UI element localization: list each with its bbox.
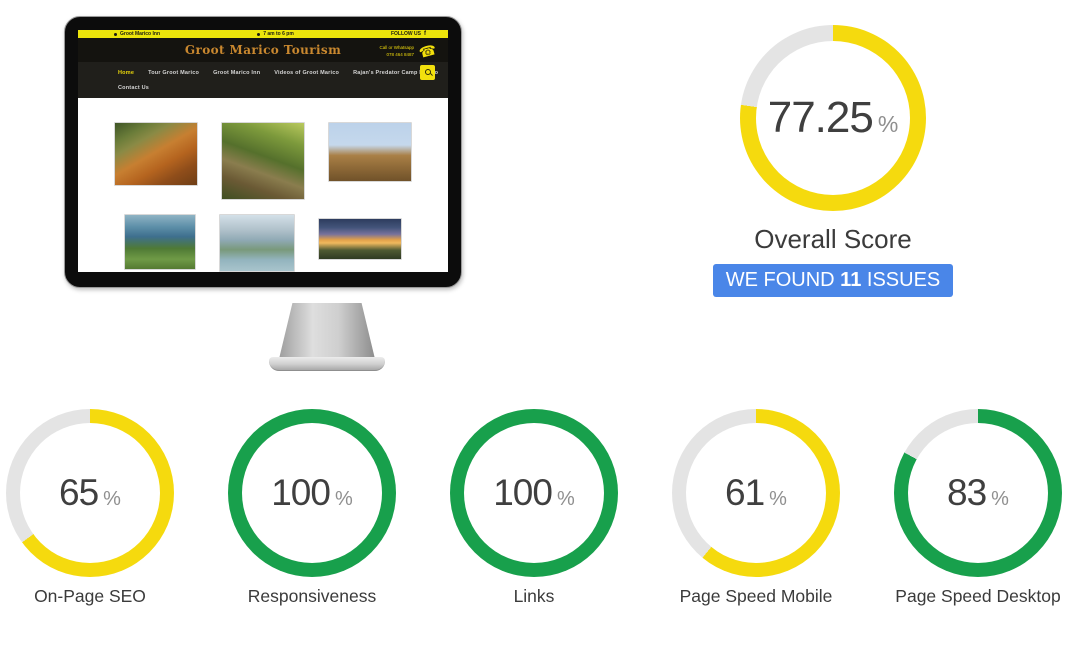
overall-score-percent-sign: % (877, 111, 899, 137)
page-speed-mobile-percent-sign: % (769, 488, 787, 510)
monitor-bezel: Groot Marico Inn 7 am to 6 pm FOLLOW US … (64, 16, 462, 288)
overall-score-section: 77.25 % Overall Score WE FOUND 11 ISSUES (690, 25, 976, 297)
on-page-seo-label: On-Page SEO (34, 586, 146, 606)
gallery-image-wetland (124, 214, 196, 270)
metric-on-page-seo: 65 % On-Page SEO (0, 409, 202, 607)
page-speed-mobile-gauge: 61 % (672, 409, 840, 577)
site-search-button (420, 64, 435, 80)
search-icon (424, 69, 431, 75)
page-speed-desktop-percent-sign: % (991, 488, 1009, 510)
site-topbar-hours-label: 7 am to 6 pm (263, 31, 294, 37)
on-page-seo-percent-sign: % (103, 488, 121, 510)
site-topbar-location-label: Groot Marico Inn (120, 31, 160, 37)
links-number: 100 (493, 472, 553, 513)
site-nav-row2: Contact Us (118, 82, 448, 94)
gallery-image-sunset (318, 218, 402, 260)
issues-found-badge[interactable]: WE FOUND 11 ISSUES (712, 264, 954, 297)
site-nav-contact: Contact Us (118, 85, 150, 91)
website-screenshot: Groot Marico Inn 7 am to 6 pm FOLLOW US … (78, 30, 448, 272)
overall-score-value: 77.25 % (756, 41, 910, 195)
responsiveness-gauge: 100 % (228, 409, 396, 577)
site-contact: Call or Whatsapp 078 464 8487 (379, 44, 414, 58)
page-speed-desktop-number: 83 (947, 472, 987, 513)
site-topbar-hours: 7 am to 6 pm (257, 31, 294, 37)
gallery-row-1 (78, 122, 448, 200)
page-speed-desktop-gauge: 83 % (894, 409, 1062, 577)
site-nav-row1: Home Tour Groot Marico Groot Marico Inn … (118, 64, 448, 80)
responsiveness-number: 100 (271, 472, 331, 513)
metric-page-speed-desktop: 83 % Page Speed Desktop (866, 409, 1084, 607)
overall-score-gauge: 77.25 % (740, 25, 926, 211)
site-nav-predator-camp: Rajan's Predator Camp Marico (353, 70, 439, 76)
gallery-row-2 (78, 214, 448, 272)
gallery-image-river (219, 214, 295, 272)
site-contact-line1: Call or Whatsapp (379, 45, 414, 50)
facebook-icon: f (423, 31, 426, 37)
site-nav-videos: Videos of Groot Marico (274, 70, 340, 76)
site-content (78, 98, 448, 272)
site-nav-tour: Tour Groot Marico (148, 70, 200, 76)
site-nav-home: Home (118, 70, 135, 76)
monitor-stand-base (269, 357, 385, 371)
site-title: Groot Marico Tourism (184, 43, 342, 57)
page-speed-mobile-number: 61 (725, 472, 765, 513)
follow-us-label: FOLLOW US (390, 31, 421, 37)
phone-icon: ☎ (416, 41, 438, 62)
metric-responsiveness: 100 % Responsiveness (200, 409, 424, 607)
site-contact-phone: 078 464 8487 (386, 52, 414, 58)
site-nav: Home Tour Groot Marico Groot Marico Inn … (78, 62, 448, 98)
gallery-image-lions (328, 122, 412, 182)
overall-score-number: 77.25 (767, 93, 874, 142)
metric-links: 100 % Links (422, 409, 646, 607)
site-topbar: Groot Marico Inn 7 am to 6 pm FOLLOW US … (78, 30, 448, 38)
responsiveness-label: Responsiveness (247, 586, 377, 606)
clock-icon (257, 32, 261, 36)
overall-score-label: Overall Score (754, 224, 912, 254)
links-percent-sign: % (556, 488, 575, 510)
page-speed-mobile-label: Page Speed Mobile (679, 586, 833, 606)
location-pin-icon (114, 32, 117, 36)
on-page-seo-gauge: 65 % (6, 409, 174, 577)
site-topbar-social: FOLLOW US f (391, 31, 426, 37)
site-header: Groot Marico Tourism Call or Whatsapp 07… (78, 38, 448, 62)
metric-page-speed-mobile: 61 % Page Speed Mobile (644, 409, 868, 607)
monitor-mockup: Groot Marico Inn 7 am to 6 pm FOLLOW US … (64, 16, 462, 371)
responsiveness-percent-sign: % (334, 488, 353, 510)
page-speed-desktop-label: Page Speed Desktop (895, 586, 1061, 606)
issues-badge-suffix: ISSUES (861, 269, 941, 291)
issues-count: 11 (840, 269, 862, 291)
monitor-screen: Groot Marico Inn 7 am to 6 pm FOLLOW US … (78, 30, 448, 272)
monitor-stand-neck (279, 303, 375, 359)
gallery-image-leopard (221, 122, 305, 200)
gallery-image-tiger (114, 122, 198, 186)
issues-badge-prefix: WE FOUND (725, 269, 841, 291)
on-page-seo-number: 65 (59, 472, 99, 513)
links-gauge: 100 % (450, 409, 618, 577)
site-topbar-location: Groot Marico Inn (114, 31, 160, 37)
site-nav-inn: Groot Marico Inn (213, 70, 261, 76)
links-label: Links (513, 586, 555, 606)
